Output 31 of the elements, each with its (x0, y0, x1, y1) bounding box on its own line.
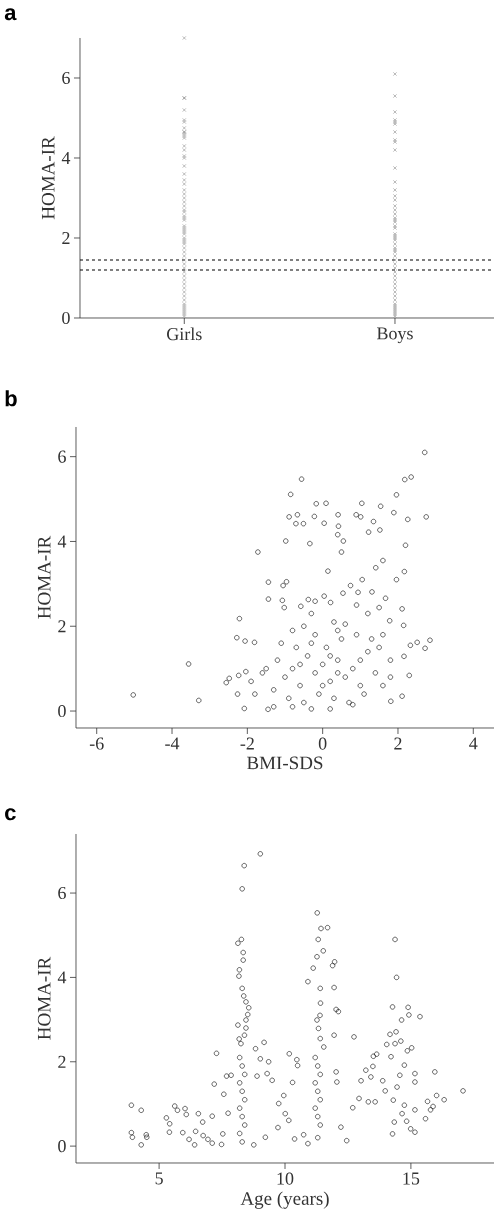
chart-title: a (4, 8, 17, 21)
x-tick-label: Girls (167, 327, 202, 341)
x-tick-label: 4 (469, 737, 478, 750)
x-tick-label: 15 (403, 1172, 420, 1185)
y-tick-label: 4 (57, 535, 67, 548)
x-tick-label: 10 (277, 1172, 294, 1185)
x-tick-label: -2 (240, 737, 254, 750)
y-tick-label: 6 (58, 450, 66, 463)
y-tick-label: 0 (62, 311, 70, 325)
y-tick-label: 0 (58, 1140, 66, 1153)
x-tick-label: 5 (155, 1172, 163, 1185)
x-tick-label: 0 (318, 737, 327, 750)
x-tick-label: 2 (394, 737, 402, 750)
y-tick-label: 2 (62, 232, 70, 244)
y-tick-label: 0 (58, 704, 66, 718)
x-tick-label: -6 (89, 737, 104, 750)
chart-title: b (5, 390, 17, 407)
y-axis-title: HOMA-IR (37, 956, 51, 1040)
y-axis-title: HOMA-IR (41, 136, 55, 220)
y-tick-label: 2 (58, 1055, 66, 1068)
y-axis-title: HOMA-IR (37, 535, 51, 619)
x-axis-title: Age (years) (240, 1191, 329, 1209)
y-tick-label: 2 (58, 620, 66, 633)
y-tick-label: 6 (62, 71, 70, 85)
x-tick-label: -4 (165, 737, 180, 750)
y-tick-label: 6 (58, 887, 66, 900)
chart-title: c (5, 808, 16, 821)
y-tick-label: 4 (61, 152, 71, 164)
x-axis-title: BMI-SDS (247, 756, 323, 770)
x-tick-label: Boys (376, 327, 413, 344)
y-tick-label: 4 (57, 971, 67, 984)
